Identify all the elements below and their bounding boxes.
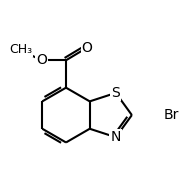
Text: Br: Br xyxy=(163,108,179,122)
Text: N: N xyxy=(111,130,121,144)
Text: S: S xyxy=(111,86,120,100)
Text: CH₃: CH₃ xyxy=(9,43,32,56)
Text: O: O xyxy=(36,53,47,67)
Text: O: O xyxy=(82,41,93,55)
